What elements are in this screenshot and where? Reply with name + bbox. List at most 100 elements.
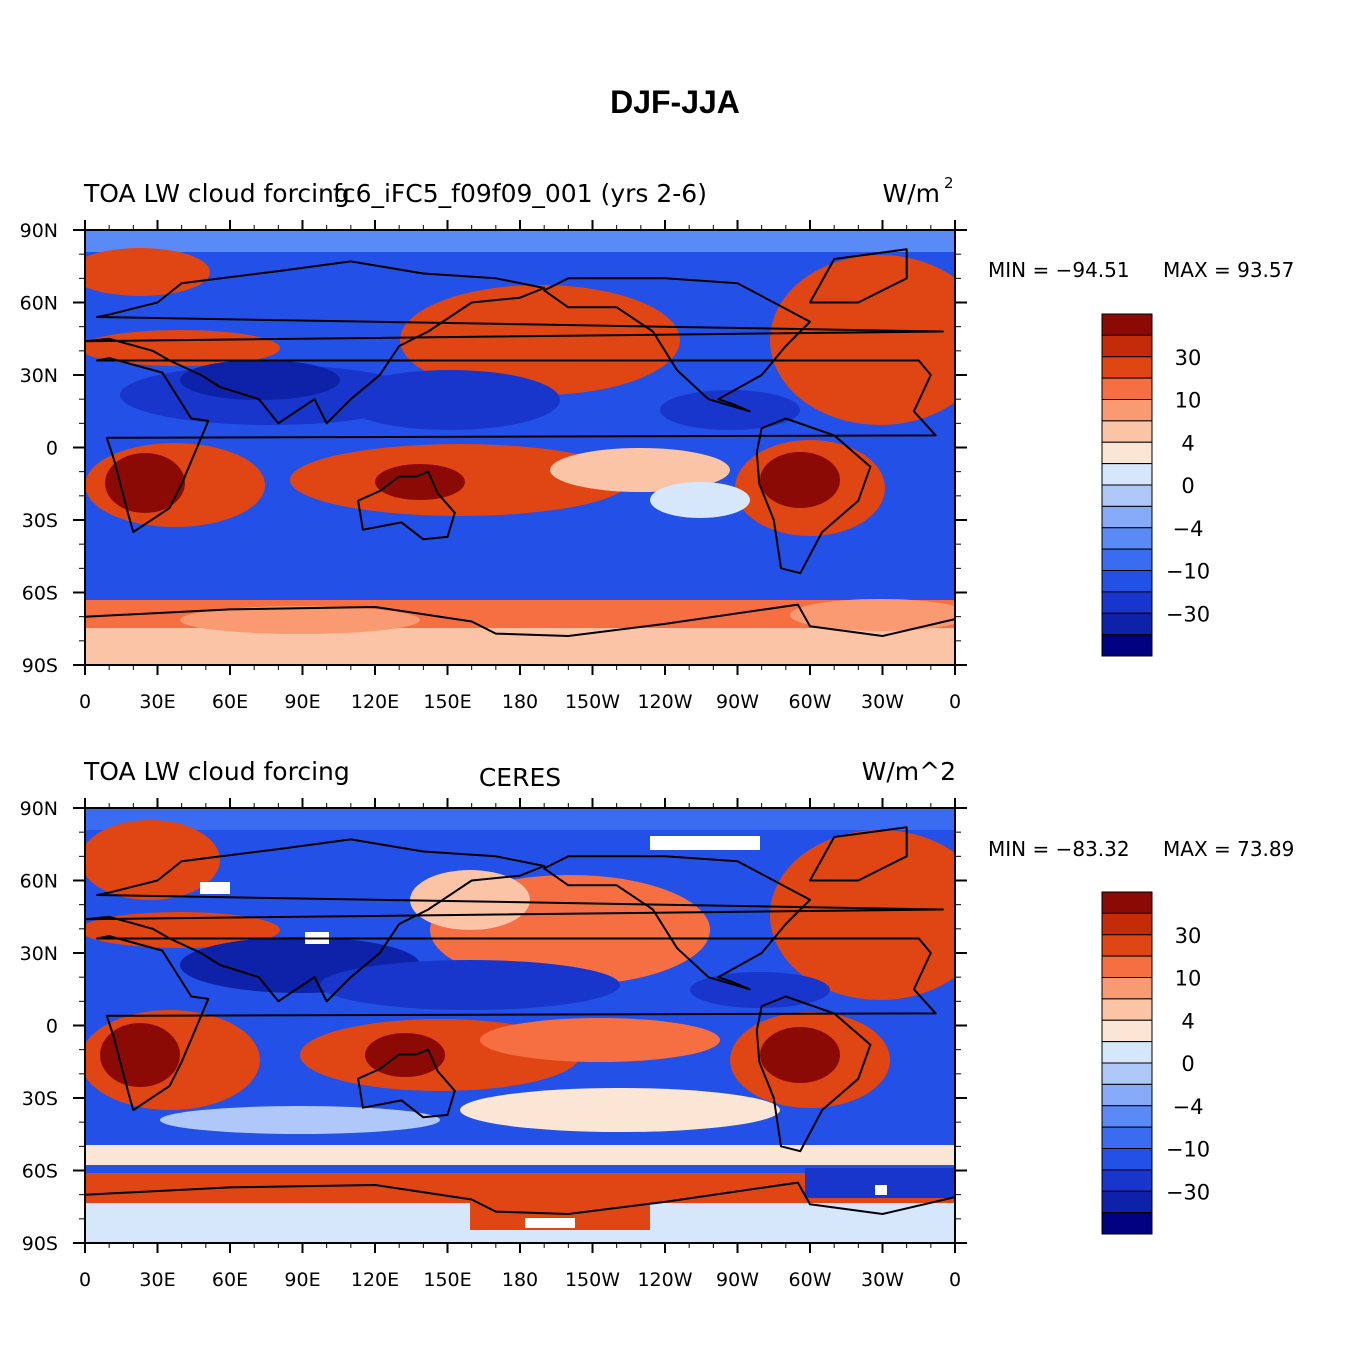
colorbar-swatch [1101, 420, 1153, 443]
panel-obs-coastlines [84, 826, 956, 1244]
colorbar-swatch [1101, 1190, 1153, 1214]
colorbar-swatch [1101, 1083, 1153, 1107]
colorbar-label: 30 [1175, 924, 1202, 948]
x-tick-label: 60E [212, 691, 248, 713]
x-tick-label: 30E [139, 1269, 175, 1291]
panel-obs-units: W/m^2 [862, 757, 956, 786]
coastline-5 [84, 603, 956, 666]
y-tick-label: 60N [20, 293, 58, 315]
panel-obs-colorbar: 30 10 4 0 −4 −10 −30 [1101, 891, 1210, 1235]
colorbar-swatch [1101, 313, 1153, 336]
coastline-6 [809, 826, 908, 882]
x-tick-label: 120W [637, 691, 692, 713]
panel-obs-left-label: TOA LW cloud forcing [83, 757, 350, 786]
colorbar-swatch [1101, 463, 1153, 486]
colorbar-swatch [1101, 1019, 1153, 1043]
panel-model-title: fc6_iFC5_f09f09_001 (yrs 2-6) [333, 179, 707, 208]
colorbar-label: 10 [1175, 389, 1202, 413]
x-tick-label: 90E [284, 1269, 320, 1291]
colorbar-swatch [1101, 334, 1153, 358]
coastline-5 [84, 1181, 956, 1244]
y-tick-label: 90N [20, 798, 58, 820]
panel-obs-axes: 0 30E 60E 90E 120E 150E 180 150W 120W 90W 60W 30W 09… [20, 798, 967, 1291]
x-tick-label: 150W [565, 1269, 620, 1291]
colorbar-swatch [1101, 570, 1153, 593]
colorbar-swatch [1101, 505, 1153, 529]
x-tick-label: 90W [716, 691, 759, 713]
x-tick-label: 0 [949, 691, 961, 713]
coastline-0 [96, 357, 937, 534]
y-tick-label: 0 [46, 1016, 58, 1038]
panel-model-left-label: TOA LW cloud forcing [83, 179, 350, 208]
colorbar-swatch [1101, 912, 1153, 936]
colorbar-swatch [1101, 1062, 1153, 1085]
panel-model-field [85, 230, 955, 665]
x-tick-label: 150E [423, 1269, 471, 1291]
coastline-4 [84, 838, 944, 1003]
colorbar-swatch [1101, 591, 1153, 614]
y-tick-label: 60S [22, 583, 58, 605]
x-tick-label: 90W [716, 1269, 759, 1291]
x-tick-label: 0 [79, 1269, 91, 1291]
colorbar-label: 0 [1181, 1052, 1194, 1076]
panel-obs-field [85, 808, 955, 1243]
x-tick-label: 120W [637, 1269, 692, 1291]
coastline-2 [755, 995, 872, 1153]
colorbar-label: −10 [1166, 560, 1210, 584]
colorbar-label: 4 [1181, 1009, 1194, 1033]
x-tick-label: 120E [351, 1269, 399, 1291]
colorbar-swatch [1101, 612, 1153, 636]
colorbar-swatch [1101, 1148, 1153, 1171]
panel-model: TOA LW cloud forcing fc6_iFC5_f09f09_001… [20, 174, 1295, 713]
colorbar-label: −10 [1166, 1138, 1210, 1162]
colorbar-label: −30 [1166, 1180, 1210, 1204]
colorbar-label: 4 [1181, 431, 1194, 455]
colorbar-label: −4 [1173, 517, 1204, 541]
x-tick-label: 180 [502, 1269, 538, 1291]
panel-model-units-sup: 2 [944, 174, 954, 192]
x-tick-label: 30W [861, 1269, 904, 1291]
x-tick-label: 30E [139, 691, 175, 713]
y-tick-label: 60S [22, 1161, 58, 1183]
colorbar-swatch [1101, 1212, 1153, 1235]
x-tick-label: 90E [284, 691, 320, 713]
colorbar-swatch [1101, 1105, 1153, 1128]
colorbar-swatch [1101, 1041, 1153, 1064]
panel-model-min: MIN = −94.51 [988, 258, 1130, 282]
y-tick-label: 30N [20, 943, 58, 965]
colorbar-swatch [1101, 1169, 1153, 1192]
colorbar-swatch [1101, 484, 1153, 507]
panel-model-axes: 0 30E 60E 90E 120E 150E 180 150W 120W 90W 60W 30W 09… [20, 220, 967, 713]
colorbar-swatch [1101, 634, 1153, 657]
panel-obs: TOA LW cloud forcing CERES W/m^2 [20, 757, 1295, 1291]
colorbar-swatch [1101, 377, 1153, 400]
colorbar-swatch [1101, 399, 1153, 422]
coastline-2 [755, 417, 872, 575]
x-tick-label: 30W [861, 691, 904, 713]
panel-model-max: MAX = 93.57 [1163, 258, 1294, 282]
x-tick-label: 60W [789, 1269, 832, 1291]
panel-obs-max: MAX = 73.89 [1163, 837, 1294, 861]
coastline-0 [96, 935, 937, 1112]
colorbar-swatch [1101, 527, 1153, 550]
colorbar-swatch [1101, 977, 1153, 1000]
x-tick-label: 120E [351, 691, 399, 713]
figure-title: DJF-JJA [610, 84, 740, 120]
coastline-1 [357, 1048, 456, 1119]
colorbar-label: 30 [1175, 346, 1202, 370]
y-tick-label: 90N [20, 220, 58, 242]
coastline-6 [809, 248, 908, 304]
panel-obs-title: CERES [479, 763, 561, 792]
coastline-3 [543, 855, 811, 991]
x-tick-label: 0 [949, 1269, 961, 1291]
colorbar-label: −4 [1173, 1095, 1204, 1119]
x-tick-label: 60W [789, 691, 832, 713]
x-tick-label: 0 [79, 691, 91, 713]
colorbar-swatch [1101, 891, 1153, 914]
y-tick-label: 30S [22, 1088, 58, 1110]
colorbar-swatch [1101, 548, 1153, 571]
panel-model-units-base: W/m [883, 179, 941, 208]
colorbar-label: 0 [1181, 474, 1194, 498]
colorbar-swatch [1101, 934, 1153, 957]
panel-model-units: W/m [883, 179, 941, 208]
